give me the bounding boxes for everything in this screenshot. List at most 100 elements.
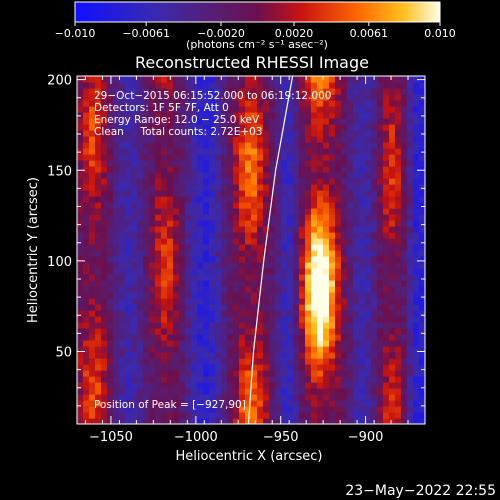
heatmap-cell	[113, 298, 120, 305]
heatmap-cell	[179, 136, 186, 143]
heatmap-cell	[191, 304, 198, 311]
heatmap-cell	[251, 100, 258, 107]
heatmap-cell	[257, 220, 264, 227]
heatmap-cell	[389, 184, 396, 191]
heatmap-cell	[137, 184, 144, 191]
x-tick-label: −900	[348, 430, 384, 445]
heatmap-cell	[401, 400, 408, 407]
heatmap-cell	[281, 196, 288, 203]
heatmap-cell	[251, 268, 258, 275]
heatmap-cell	[317, 292, 324, 299]
heatmap-cell	[155, 88, 162, 95]
heatmap-cell	[119, 298, 126, 305]
heatmap-cell	[119, 208, 126, 215]
heatmap-cell	[239, 412, 246, 419]
heatmap-cell	[83, 202, 90, 209]
heatmap-cell	[155, 304, 162, 311]
heatmap-cell	[209, 118, 216, 125]
heatmap-cell	[305, 256, 312, 263]
heatmap-cell	[113, 304, 120, 311]
heatmap-cell	[215, 394, 222, 401]
heatmap-cell	[317, 250, 324, 257]
heatmap-cell	[191, 298, 198, 305]
heatmap-cell	[197, 172, 204, 179]
heatmap-cell	[137, 250, 144, 257]
heatmap-cell	[161, 94, 168, 101]
heatmap-cell	[119, 160, 126, 167]
heatmap-cells	[77, 76, 425, 424]
heatmap-cell	[77, 196, 84, 203]
heatmap-cell	[131, 328, 138, 335]
heatmap-cell	[149, 394, 156, 401]
heatmap-cell	[173, 112, 180, 119]
heatmap-cell	[281, 340, 288, 347]
heatmap-cell	[359, 82, 366, 89]
heatmap-cell	[281, 136, 288, 143]
heatmap-cell	[353, 268, 360, 275]
heatmap-cell	[371, 130, 378, 137]
colorbar-tick-label: 0.0020	[275, 27, 314, 40]
heatmap-cell	[167, 400, 174, 407]
heatmap-cell	[395, 136, 402, 143]
heatmap-cell	[389, 142, 396, 149]
heatmap-cell	[353, 304, 360, 311]
annotation-energy-range: Energy Range: 12.0 − 25.0 keV	[94, 114, 260, 126]
heatmap-cell	[311, 166, 318, 173]
heatmap-cell	[221, 106, 228, 113]
heatmap-cell	[347, 88, 354, 95]
heatmap-cell	[359, 286, 366, 293]
heatmap-cell	[173, 190, 180, 197]
heatmap-cell	[95, 256, 102, 263]
heatmap-cell	[323, 88, 330, 95]
heatmap-cell	[395, 304, 402, 311]
heatmap-cell	[227, 82, 234, 89]
heatmap-cell	[209, 376, 216, 383]
heatmap-cell	[413, 232, 420, 239]
heatmap-cell	[341, 88, 348, 95]
heatmap-cell	[401, 280, 408, 287]
heatmap-cell	[275, 226, 282, 233]
heatmap-cell	[251, 406, 258, 413]
heatmap-cell	[203, 214, 210, 221]
heatmap-cell	[419, 406, 425, 413]
heatmap-cell	[203, 112, 210, 119]
heatmap-cell	[161, 82, 168, 89]
heatmap-cell	[371, 412, 378, 419]
heatmap-cell	[83, 208, 90, 215]
heatmap-cell	[287, 316, 294, 323]
heatmap-cell	[137, 358, 144, 365]
heatmap-cell	[107, 262, 114, 269]
heatmap-cell	[317, 310, 324, 317]
heatmap-cell	[125, 196, 132, 203]
heatmap-cell	[77, 82, 84, 89]
heatmap-cell	[317, 316, 324, 323]
heatmap-cell	[263, 298, 270, 305]
heatmap-cell	[167, 208, 174, 215]
heatmap-cell	[371, 352, 378, 359]
heatmap-cell	[203, 154, 210, 161]
heatmap-cell	[383, 310, 390, 317]
heatmap-cell	[365, 172, 372, 179]
heatmap-cell	[335, 394, 342, 401]
heatmap-cell	[281, 280, 288, 287]
heatmap-cell	[395, 208, 402, 215]
heatmap-cell	[347, 118, 354, 125]
heatmap-cell	[185, 364, 192, 371]
heatmap-cell	[383, 196, 390, 203]
heatmap-cell	[77, 100, 84, 107]
heatmap-cell	[347, 208, 354, 215]
heatmap-cell	[299, 256, 306, 263]
heatmap-cell	[113, 118, 120, 125]
heatmap-cell	[113, 226, 120, 233]
heatmap-cell	[383, 106, 390, 113]
heatmap-cell	[95, 400, 102, 407]
heatmap-cell	[107, 412, 114, 419]
heatmap-cell	[83, 328, 90, 335]
heatmap-cell	[191, 82, 198, 89]
heatmap-cell	[227, 274, 234, 281]
heatmap-cell	[167, 190, 174, 197]
heatmap-cell	[329, 112, 336, 119]
heatmap-cell	[161, 100, 168, 107]
heatmap-cell	[299, 214, 306, 221]
heatmap-cell	[95, 148, 102, 155]
